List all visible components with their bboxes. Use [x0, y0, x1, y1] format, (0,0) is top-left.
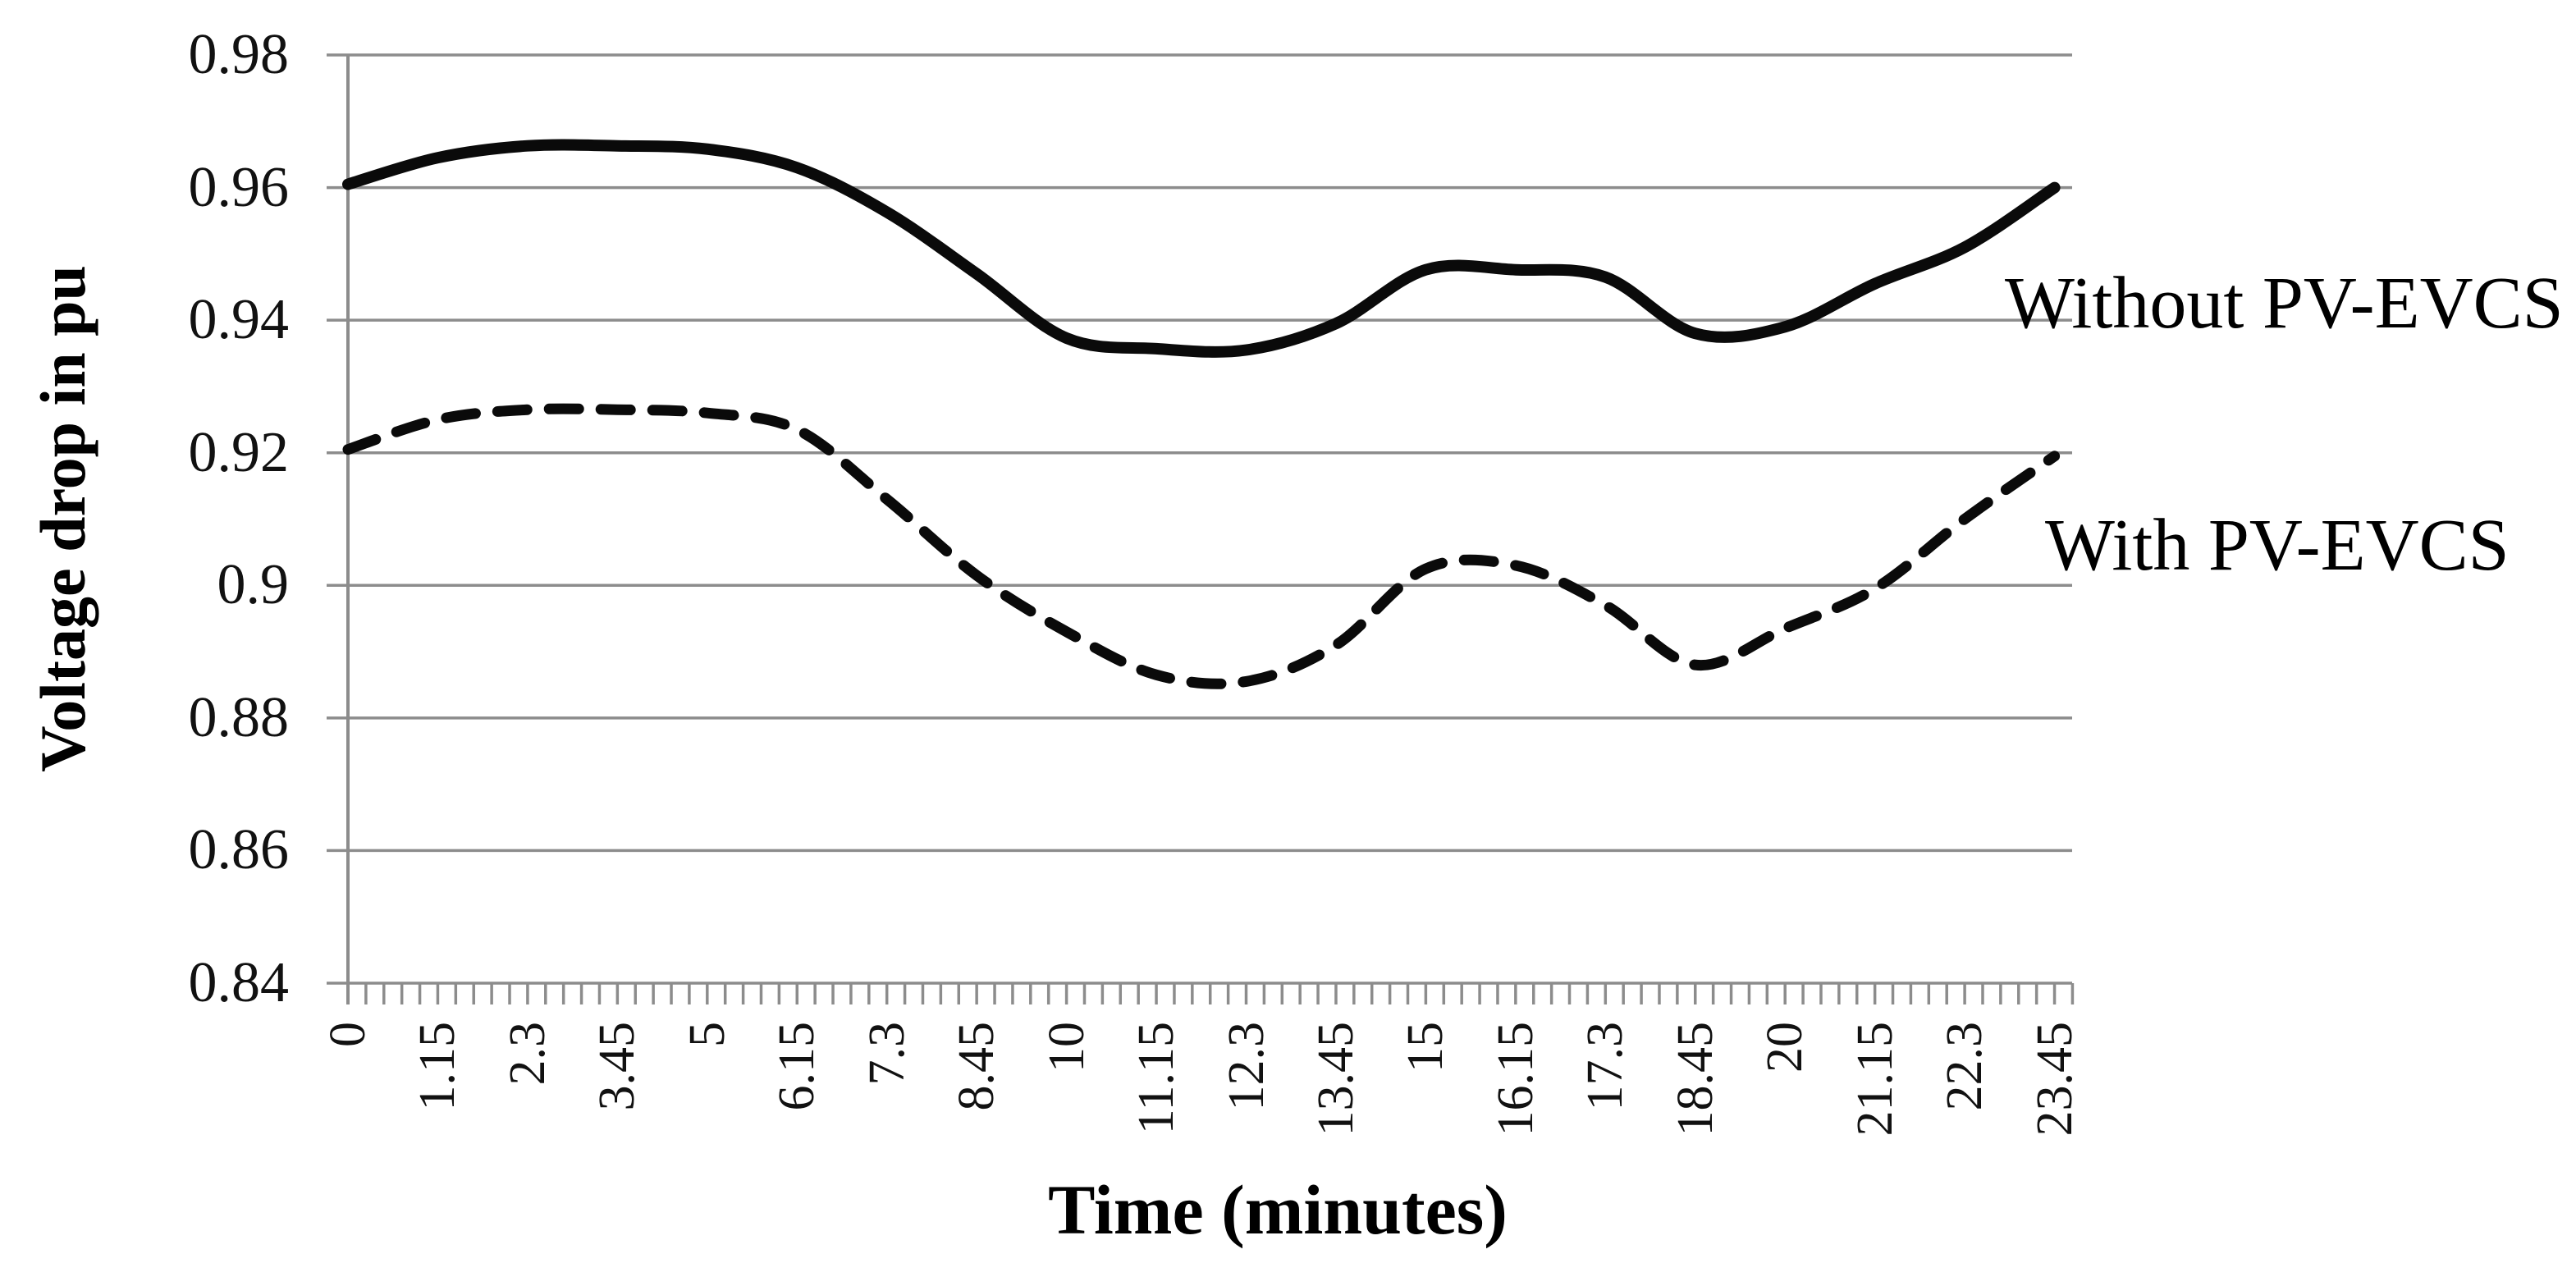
y-tick-label: 0.9: [217, 553, 290, 617]
y-tick-label: 0.92: [188, 420, 290, 484]
x-tick-label: 6.15: [769, 1022, 826, 1111]
x-tick-label: 21.15: [1846, 1022, 1903, 1137]
x-tick-label: 23.45: [2026, 1022, 2083, 1137]
x-tick-label: 1.15: [410, 1022, 466, 1111]
y-axis-title: Voltage drop in pu: [27, 265, 98, 772]
x-axis-title: Time (minutes): [1048, 1170, 1508, 1249]
y-tick-label: 0.86: [188, 818, 290, 882]
y-tick-label: 0.98: [188, 23, 290, 86]
series-line-with-pv-evcs: [342, 403, 2061, 689]
series-label-with-pv-evcs: With PV-EVCS: [2045, 505, 2510, 586]
y-tick-label: 0.94: [188, 288, 290, 352]
x-tick-label: 22.3: [1937, 1022, 1993, 1111]
y-tick-label: 0.84: [188, 951, 290, 1014]
x-tick-label: 5: [679, 1022, 735, 1047]
x-tick-label: 3.45: [589, 1022, 646, 1111]
y-tick-label: 0.88: [188, 685, 290, 749]
series-line-without-pv-evcs: [342, 139, 2061, 358]
x-tick-label: 20: [1757, 1022, 1814, 1073]
x-tick-label: 0: [320, 1022, 376, 1047]
y-tick-label: 0.96: [188, 155, 290, 219]
series-label-without-pv-evcs: Without PV-EVCS: [2005, 263, 2564, 344]
x-tick-label: 2.3: [499, 1022, 556, 1086]
